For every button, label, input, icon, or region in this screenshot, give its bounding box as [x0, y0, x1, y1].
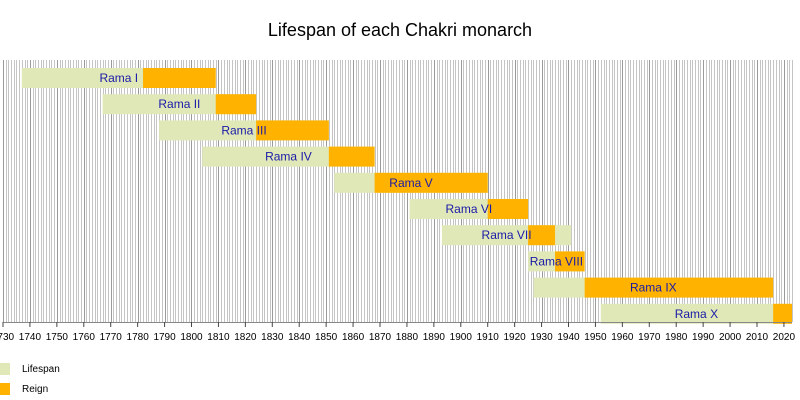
x-tick-label-1820: 1820: [234, 332, 257, 343]
x-tick-label-1980: 1980: [665, 332, 688, 343]
x-tick-label-1890: 1890: [423, 332, 446, 343]
x-tick-label-1900: 1900: [450, 332, 473, 343]
x-tick-label-1910: 1910: [477, 332, 500, 343]
x-tick-label-1970: 1970: [638, 332, 661, 343]
x-tick-label-1730: 1730: [0, 332, 15, 343]
legend-swatch-reign: [0, 383, 10, 395]
x-tick-label-1990: 1990: [692, 332, 715, 343]
x-tick-label-1790: 1790: [153, 332, 176, 343]
x-tick-label-1870: 1870: [369, 332, 392, 343]
lifespan-bar-10: [600, 303, 792, 324]
x-tick-label-1880: 1880: [396, 332, 419, 343]
bar-label-9: Rama IX: [630, 281, 677, 295]
x-tick-label-1940: 1940: [557, 332, 580, 343]
bar-labels: Rama I Rama II Rama III Rama IV Rama V Rama V…: [99, 71, 718, 321]
legend-label-reign: Reign: [22, 383, 49, 395]
x-tick-label-1960: 1960: [611, 332, 634, 343]
reign-bar-4: [328, 146, 375, 167]
x-tick-label-1920: 1920: [504, 332, 527, 343]
chart-title: Lifespan of each Chakri monarch: [267, 20, 533, 40]
x-tick-label-1800: 1800: [180, 332, 203, 343]
legend-swatch-lifespan: [0, 363, 10, 375]
bar-label-2: Rama II: [158, 97, 200, 111]
x-tick-label-1860: 1860: [342, 332, 365, 343]
reign-bar-3: [256, 120, 329, 141]
x-tick-label-2010: 2010: [746, 332, 769, 343]
x-tick-label-1750: 1750: [46, 332, 69, 343]
reign-bar-6: [487, 199, 529, 219]
bar-label-10: Rama X: [675, 307, 718, 321]
reign-bar-7: [528, 225, 556, 246]
bar-label-7: Rama VII: [482, 228, 532, 242]
bar-label-6: Rama VI: [446, 202, 493, 216]
bar-label-8: Rama VIII: [530, 254, 583, 268]
x-tick-label-1830: 1830: [261, 332, 284, 343]
bar-label-3: Rama III: [221, 123, 266, 137]
bars: [21, 68, 792, 324]
x-tick-label-1840: 1840: [288, 332, 311, 343]
x-tick-label-1930: 1930: [530, 332, 553, 343]
bar-label-5: Rama V: [389, 176, 432, 190]
legend-label-lifespan: Lifespan: [22, 363, 60, 375]
x-tick-label-1780: 1780: [127, 332, 150, 343]
legend: Lifespan Reign: [0, 360, 60, 400]
x-tick-label-1740: 1740: [19, 332, 42, 343]
x-tick-label-2020: 2020: [773, 332, 796, 343]
x-tick-label-1950: 1950: [584, 332, 607, 343]
x-tick-label-1810: 1810: [207, 332, 230, 343]
x-tick-label-1770: 1770: [100, 332, 123, 343]
x-tick-label-2000: 2000: [719, 332, 742, 343]
reign-bar-2: [215, 94, 257, 115]
bar-label-4: Rama IV: [265, 150, 312, 164]
bar-label-1: Rama I: [99, 71, 138, 85]
reign-bar-10: [773, 303, 792, 324]
legend-item-reign: Reign: [0, 380, 60, 398]
reign-bar-5: [374, 172, 488, 193]
reign-bar-1: [143, 68, 216, 88]
x-tick-label-1760: 1760: [73, 332, 96, 343]
reign-bar-9: [584, 277, 774, 298]
reign-bar-8: [555, 251, 585, 272]
gridlines: [3, 60, 793, 322]
x-tick-label-1850: 1850: [315, 332, 338, 343]
legend-item-lifespan: Lifespan: [0, 360, 60, 378]
